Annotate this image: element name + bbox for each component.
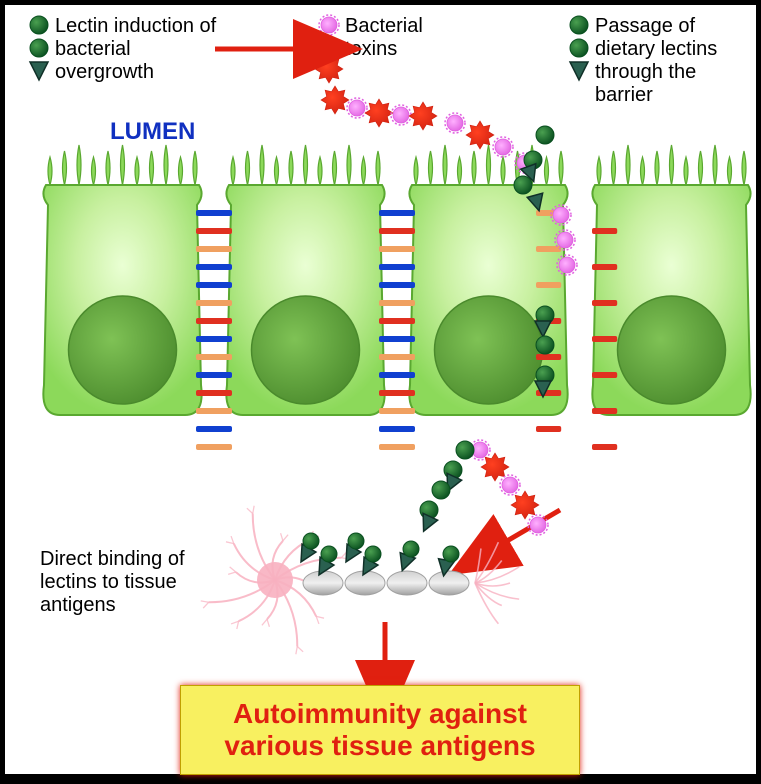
diagram-canvas: Lectin induction of bacterial overgrowth… [5, 5, 756, 774]
conclusion-box: Autoimmunity against various tissue anti… [180, 685, 580, 775]
label-passage: Passage of dietary lectins through the b… [595, 15, 755, 107]
label-bacterial-toxins: Bacterial toxins [345, 15, 465, 61]
label-lumen: LUMEN [110, 118, 195, 146]
label-direct-binding: Direct binding of lectins to tissue anti… [40, 548, 240, 617]
conclusion-text: Autoimmunity against various tissue anti… [224, 698, 535, 761]
label-lectin-induction: Lectin induction of bacterial overgrowth [55, 15, 235, 84]
